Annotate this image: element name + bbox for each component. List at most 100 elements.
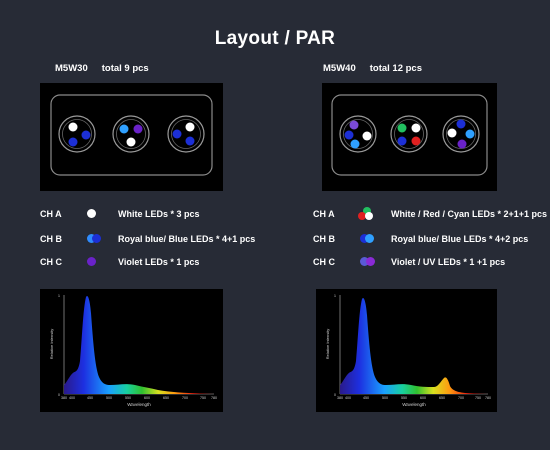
- xtick-label: 500: [106, 396, 112, 400]
- left-led-blue-dot: [119, 124, 129, 134]
- left-spectrum-xticks: 380 400 450 500 550 600 650 700 750 780: [61, 396, 217, 400]
- right-led-royal-blue-dot: [397, 136, 407, 146]
- right-channel-c-row: CH C Violet / UV LEDs * 1 +1 pcs: [313, 255, 505, 269]
- blue-led-dot-icon: [87, 234, 96, 243]
- xtick-label: 400: [69, 396, 75, 400]
- right-led-white-dot: [411, 123, 421, 133]
- left-spectrum-chart: 1 0 Relative Intensity 380 400 450 500 5…: [40, 289, 223, 412]
- ytick-label: 1: [334, 294, 336, 298]
- right-led-white-dot: [362, 131, 372, 141]
- right-led-violet-dot: [349, 120, 359, 130]
- right-spectrum-xlabel: Wavelength: [402, 402, 426, 407]
- red-led-dot-icon: [358, 212, 366, 220]
- right-led-royal-blue-dot: [456, 119, 466, 129]
- right-led-module: [322, 83, 497, 191]
- left-spectrum-xlabel: Wavelength: [127, 402, 151, 407]
- left-led-royal-blue-dot: [81, 130, 91, 140]
- xtick-label: 700: [458, 396, 464, 400]
- xtick-label: 750: [475, 396, 481, 400]
- left-led-layout-diagram: [50, 94, 213, 176]
- right-total-pcs: total 12 pcs: [369, 63, 423, 74]
- right-led-cyan-dot: [397, 123, 407, 133]
- ytick-label: 0: [58, 393, 60, 397]
- right-channel-a-label: CH A: [313, 209, 335, 219]
- xtick-label: 550: [125, 396, 131, 400]
- xtick-label: 700: [182, 396, 188, 400]
- left-led-pod-1: [58, 115, 96, 153]
- xtick-label: 500: [382, 396, 388, 400]
- xtick-label: 650: [163, 396, 169, 400]
- left-led-pod-2: [112, 115, 150, 153]
- left-channel-c-desc: Violet LEDs * 1 pcs: [118, 257, 200, 267]
- left-channel-b-label: CH B: [40, 234, 62, 244]
- left-model-name: M5W30: [55, 63, 88, 74]
- left-channel-a-swatch: [82, 207, 112, 221]
- uv-led-dot-icon: [360, 257, 369, 266]
- xtick-label: 780: [485, 396, 491, 400]
- xtick-label: 750: [200, 396, 206, 400]
- right-model-name: M5W40: [323, 63, 356, 74]
- left-spectrum-svg: 1 0 Relative Intensity 380 400 450 500 5…: [49, 294, 217, 407]
- violet-led-dot-icon: [87, 257, 96, 266]
- right-spectrum-xticks: 380 400 450 500 550 600 650 700 750 780: [337, 396, 491, 400]
- right-channel-c-swatch: [355, 255, 385, 269]
- right-channel-a-row: CH A White / Red / Cyan LEDs * 2+1+1 pcs: [313, 207, 547, 221]
- cyan-led-dot-icon: [363, 207, 371, 215]
- right-led-pod-1: [339, 115, 377, 153]
- royal-blue-led-dot-icon: [360, 234, 369, 243]
- xtick-label: 380: [61, 396, 67, 400]
- left-channel-b-swatch: [82, 232, 112, 246]
- left-led-violet-dot: [133, 124, 143, 134]
- white-led-dot-icon: [365, 212, 373, 220]
- right-led-pod-2-inner-ring: [394, 119, 424, 149]
- right-led-blue-dot: [350, 139, 360, 149]
- left-led-white-dot: [126, 137, 136, 147]
- xtick-label: 450: [87, 396, 93, 400]
- left-channel-c-row: CH C Violet LEDs * 1 pcs: [40, 255, 199, 269]
- xtick-label: 650: [439, 396, 445, 400]
- xtick-label: 600: [144, 396, 150, 400]
- right-channel-b-label: CH B: [313, 234, 335, 244]
- right-channel-a-swatch: [355, 207, 385, 221]
- left-led-white-dot: [68, 122, 78, 132]
- right-channel-b-desc: Royal blue/ Blue LEDs * 4+2 pcs: [391, 234, 529, 244]
- left-spectrum-curve: [64, 295, 214, 394]
- right-led-red-dot: [411, 136, 421, 146]
- left-led-pod-1-inner-ring: [62, 119, 92, 149]
- right-spectrum-yticks: 1 0: [334, 294, 336, 397]
- right-channel-b-swatch: [355, 232, 385, 246]
- ytick-label: 0: [334, 393, 336, 397]
- violet-led-dot-icon: [366, 257, 375, 266]
- right-led-layout-diagram: [331, 94, 488, 176]
- left-channel-c-label: CH C: [40, 257, 62, 267]
- left-led-pod-2-inner-ring: [116, 119, 146, 149]
- royal-blue-led-dot-icon: [92, 234, 101, 243]
- left-spectrum-ylabel: Relative Intensity: [49, 329, 54, 359]
- left-spectrum-yticks: 1 0: [58, 294, 60, 397]
- xtick-label: 400: [345, 396, 351, 400]
- left-channel-c-swatch: [82, 255, 112, 269]
- right-channel-c-desc: Violet / UV LEDs * 1 +1 pcs: [391, 257, 506, 267]
- left-led-pod-3-inner-ring: [171, 119, 201, 149]
- left-led-white-dot: [185, 122, 195, 132]
- left-channel-a-row: CH A White LEDs * 3 pcs: [40, 207, 200, 221]
- ytick-label: 1: [58, 294, 60, 298]
- xtick-label: 550: [401, 396, 407, 400]
- right-led-pod-2: [390, 115, 428, 153]
- xtick-label: 780: [211, 396, 217, 400]
- left-model-header: M5W30 total 9 pcs: [55, 63, 149, 74]
- right-spectrum-chart: 1 0 Relative Intensity 380 400 450 500 5…: [316, 289, 497, 412]
- xtick-label: 600: [420, 396, 426, 400]
- right-led-pod-3: [442, 115, 480, 153]
- left-led-pod-3: [167, 115, 205, 153]
- right-led-royal-blue-dot: [344, 130, 354, 140]
- right-led-white-dot: [447, 128, 457, 138]
- left-channel-a-desc: White LEDs * 3 pcs: [118, 209, 200, 219]
- right-module-outline: [331, 94, 488, 176]
- left-led-module: [40, 83, 223, 191]
- right-channel-c-label: CH C: [313, 257, 335, 267]
- blue-led-dot-icon: [365, 234, 374, 243]
- right-led-pod-1-inner-ring: [343, 119, 373, 149]
- left-led-royal-blue-dot: [185, 136, 195, 146]
- xtick-label: 450: [363, 396, 369, 400]
